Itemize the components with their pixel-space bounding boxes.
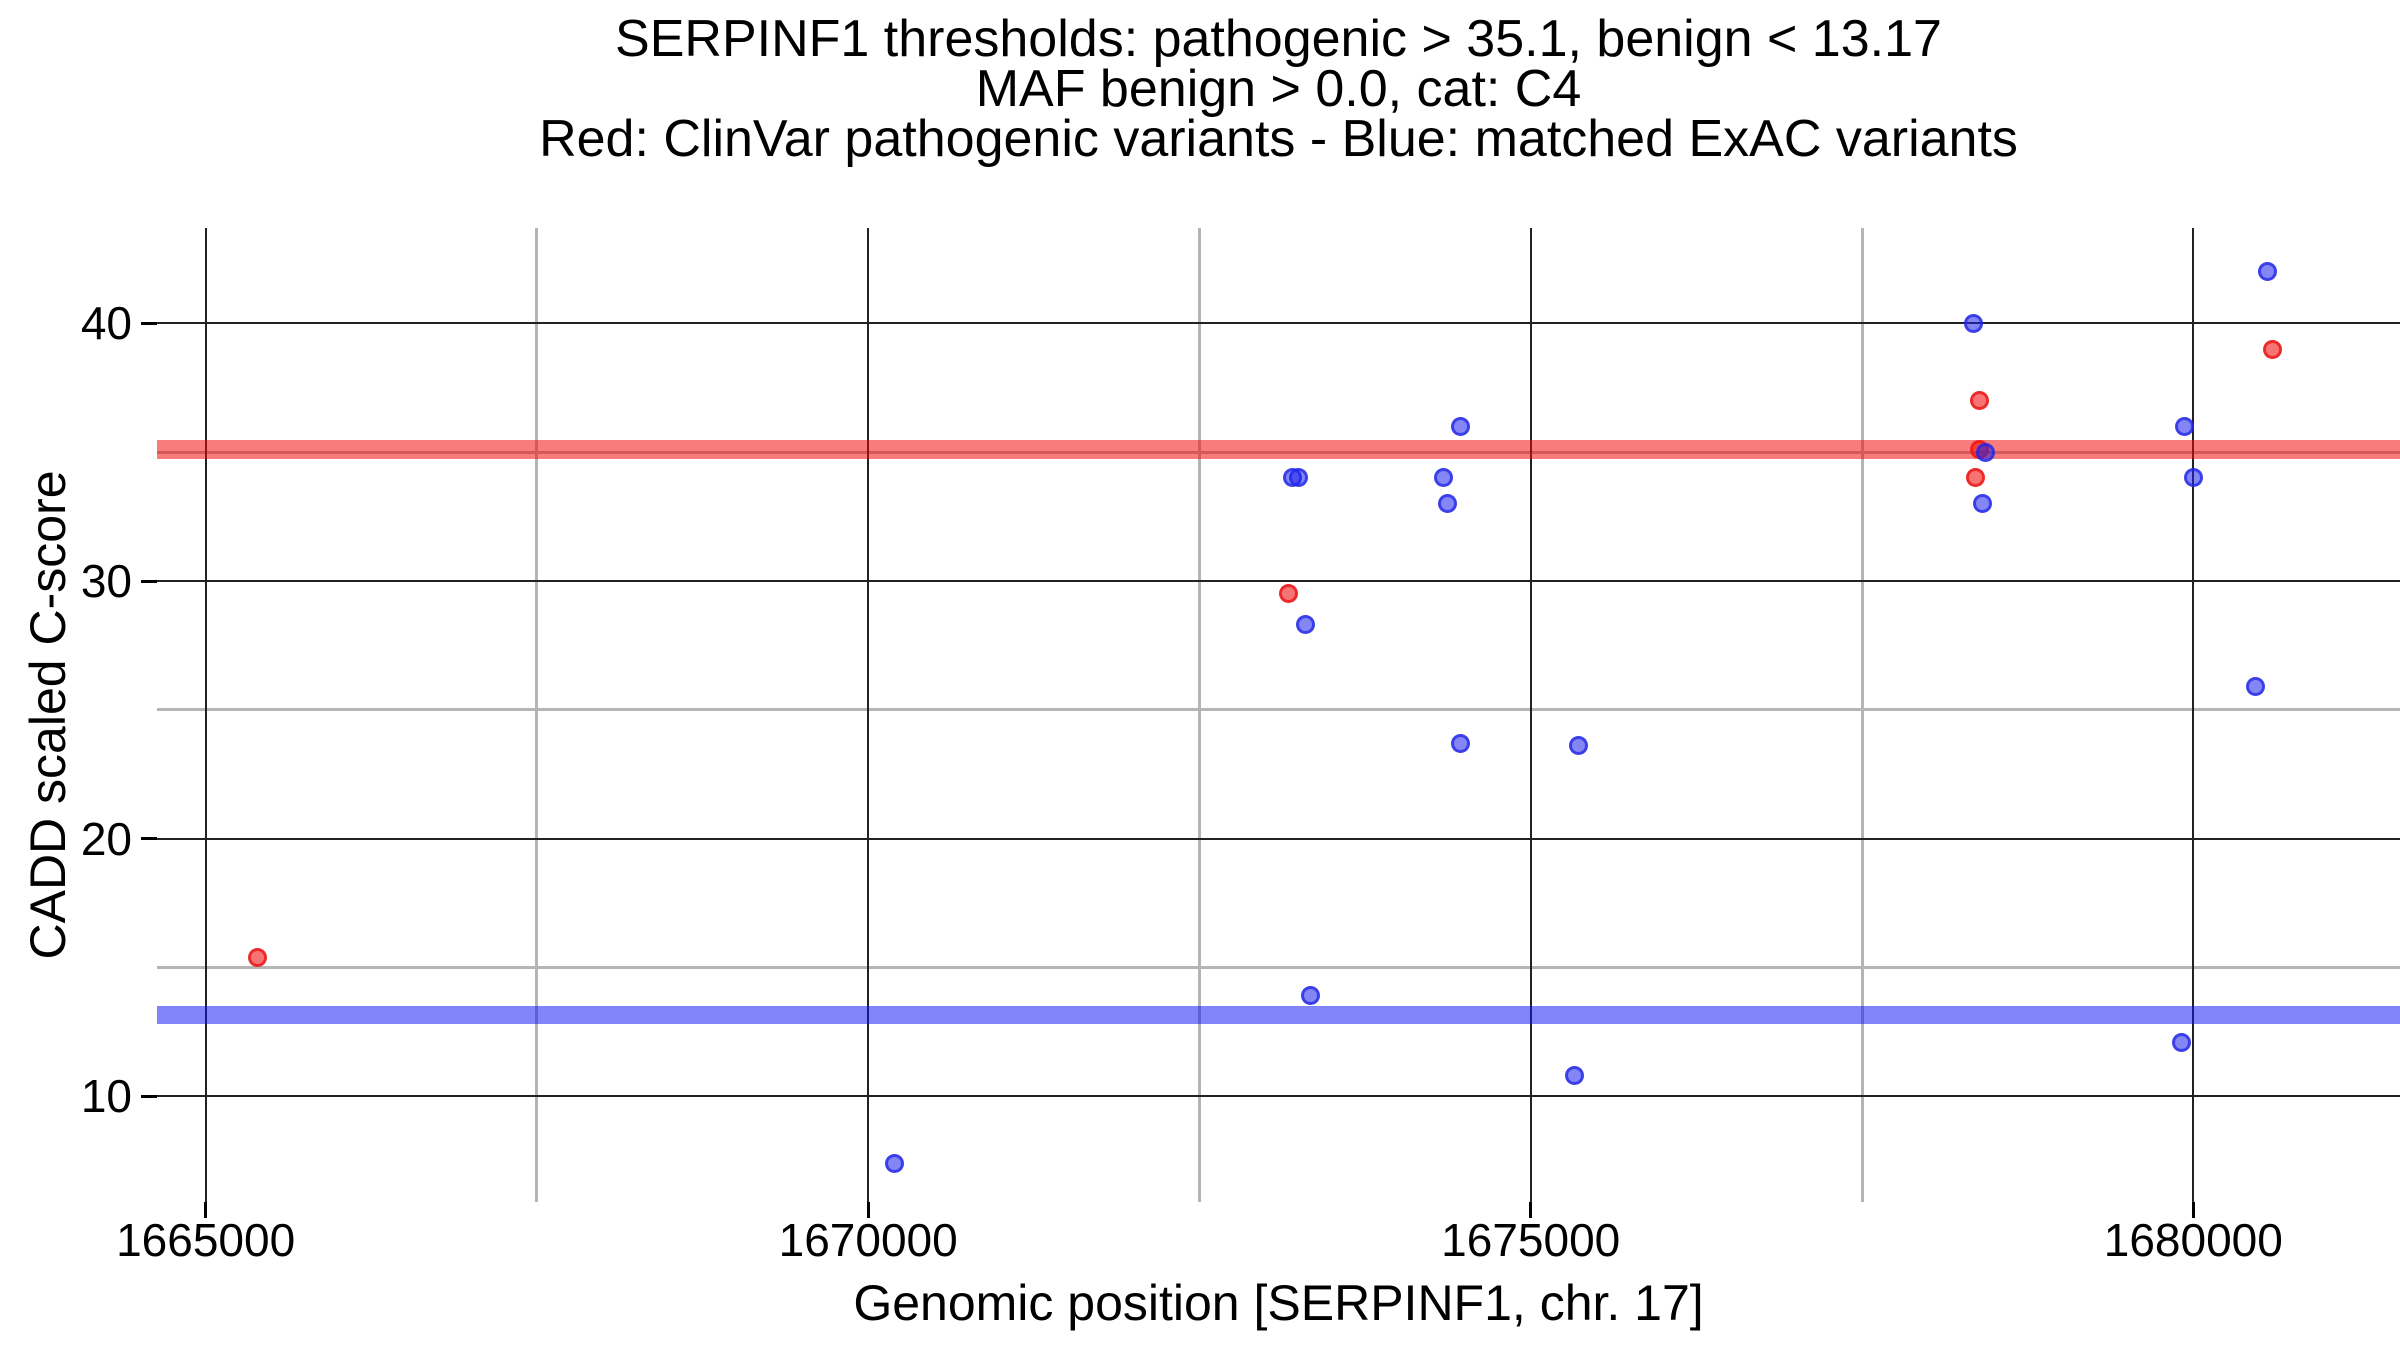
x-major-gridline xyxy=(867,228,870,1202)
x-major-gridline xyxy=(204,228,207,1202)
y-tick-label: 40 xyxy=(80,297,132,350)
x-tick-mark xyxy=(1529,1202,1533,1218)
exac-data-point xyxy=(1301,986,1321,1006)
exac-data-point xyxy=(1295,615,1315,635)
y-major-gridline xyxy=(157,837,2400,840)
x-axis-title: Genomic position [SERPINF1, chr. 17] xyxy=(853,1275,1704,1331)
x-tick-mark xyxy=(204,1202,208,1218)
y-tick-label: 10 xyxy=(80,1070,132,1123)
x-tick-label: 1670000 xyxy=(778,1214,958,1266)
pathogenic-data-point xyxy=(1966,468,1986,488)
benign-threshold-band xyxy=(157,1005,2400,1024)
x-major-gridline xyxy=(1529,228,1532,1202)
y-tick-mark xyxy=(141,837,157,841)
y-tick-mark xyxy=(141,1094,157,1098)
pathogenic-data-point xyxy=(1970,391,1990,411)
exac-data-point xyxy=(1451,733,1470,753)
y-minor-gridline xyxy=(157,966,2400,970)
exac-data-point xyxy=(1451,416,1470,436)
pathogenic-data-point xyxy=(2263,339,2283,359)
exac-data-point xyxy=(1975,442,1995,462)
exac-data-point xyxy=(2174,416,2194,436)
exac-data-point xyxy=(1289,468,1309,488)
y-axis-title: CADD scaled C-score xyxy=(20,470,76,960)
y-major-gridline xyxy=(157,580,2400,582)
pathogenic-threshold-band xyxy=(157,440,2400,460)
exac-data-point xyxy=(2246,677,2266,697)
chart-title-line-2: MAF benign > 0.0, cat: C4 xyxy=(975,60,1582,118)
x-tick-label: 1675000 xyxy=(1441,1214,1621,1266)
exac-data-point xyxy=(1568,736,1588,756)
exac-data-point xyxy=(1973,494,1993,514)
y-major-gridline xyxy=(157,1095,2400,1098)
x-tick-label: 1665000 xyxy=(116,1214,296,1266)
exac-data-point xyxy=(1963,313,1983,333)
pathogenic-data-point xyxy=(247,947,267,967)
x-minor-gridline xyxy=(535,228,539,1202)
y-tick-mark xyxy=(141,579,157,583)
exac-data-point xyxy=(2183,468,2203,488)
x-tick-mark xyxy=(2191,1202,2195,1218)
exac-data-point xyxy=(1564,1066,1584,1086)
x-minor-gridline xyxy=(1860,228,1864,1202)
y-tick-mark xyxy=(141,321,157,325)
y-tick-label: 30 xyxy=(80,555,132,607)
y-major-gridline xyxy=(157,322,2400,325)
exac-data-point xyxy=(2171,1032,2191,1052)
chart-title: SERPINF1 thresholds: pathogenic > 35.1, … xyxy=(157,10,2400,168)
pathogenic-data-point xyxy=(1278,584,1298,604)
x-minor-gridline xyxy=(1197,228,1201,1202)
x-major-gridline xyxy=(2192,228,2195,1202)
y-tick-label: 20 xyxy=(80,812,132,865)
exac-data-point xyxy=(2257,262,2277,282)
exac-data-point xyxy=(885,1153,905,1173)
y-minor-gridline xyxy=(157,708,2400,712)
chart-title-line-1: SERPINF1 thresholds: pathogenic > 35.1, … xyxy=(615,10,1942,68)
exac-data-point xyxy=(1433,468,1453,488)
exac-data-point xyxy=(1437,494,1457,514)
chart-title-line-3: Red: ClinVar pathogenic variants - Blue:… xyxy=(539,110,2018,168)
x-tick-mark xyxy=(866,1202,870,1218)
x-tick-label: 1680000 xyxy=(2103,1214,2283,1266)
